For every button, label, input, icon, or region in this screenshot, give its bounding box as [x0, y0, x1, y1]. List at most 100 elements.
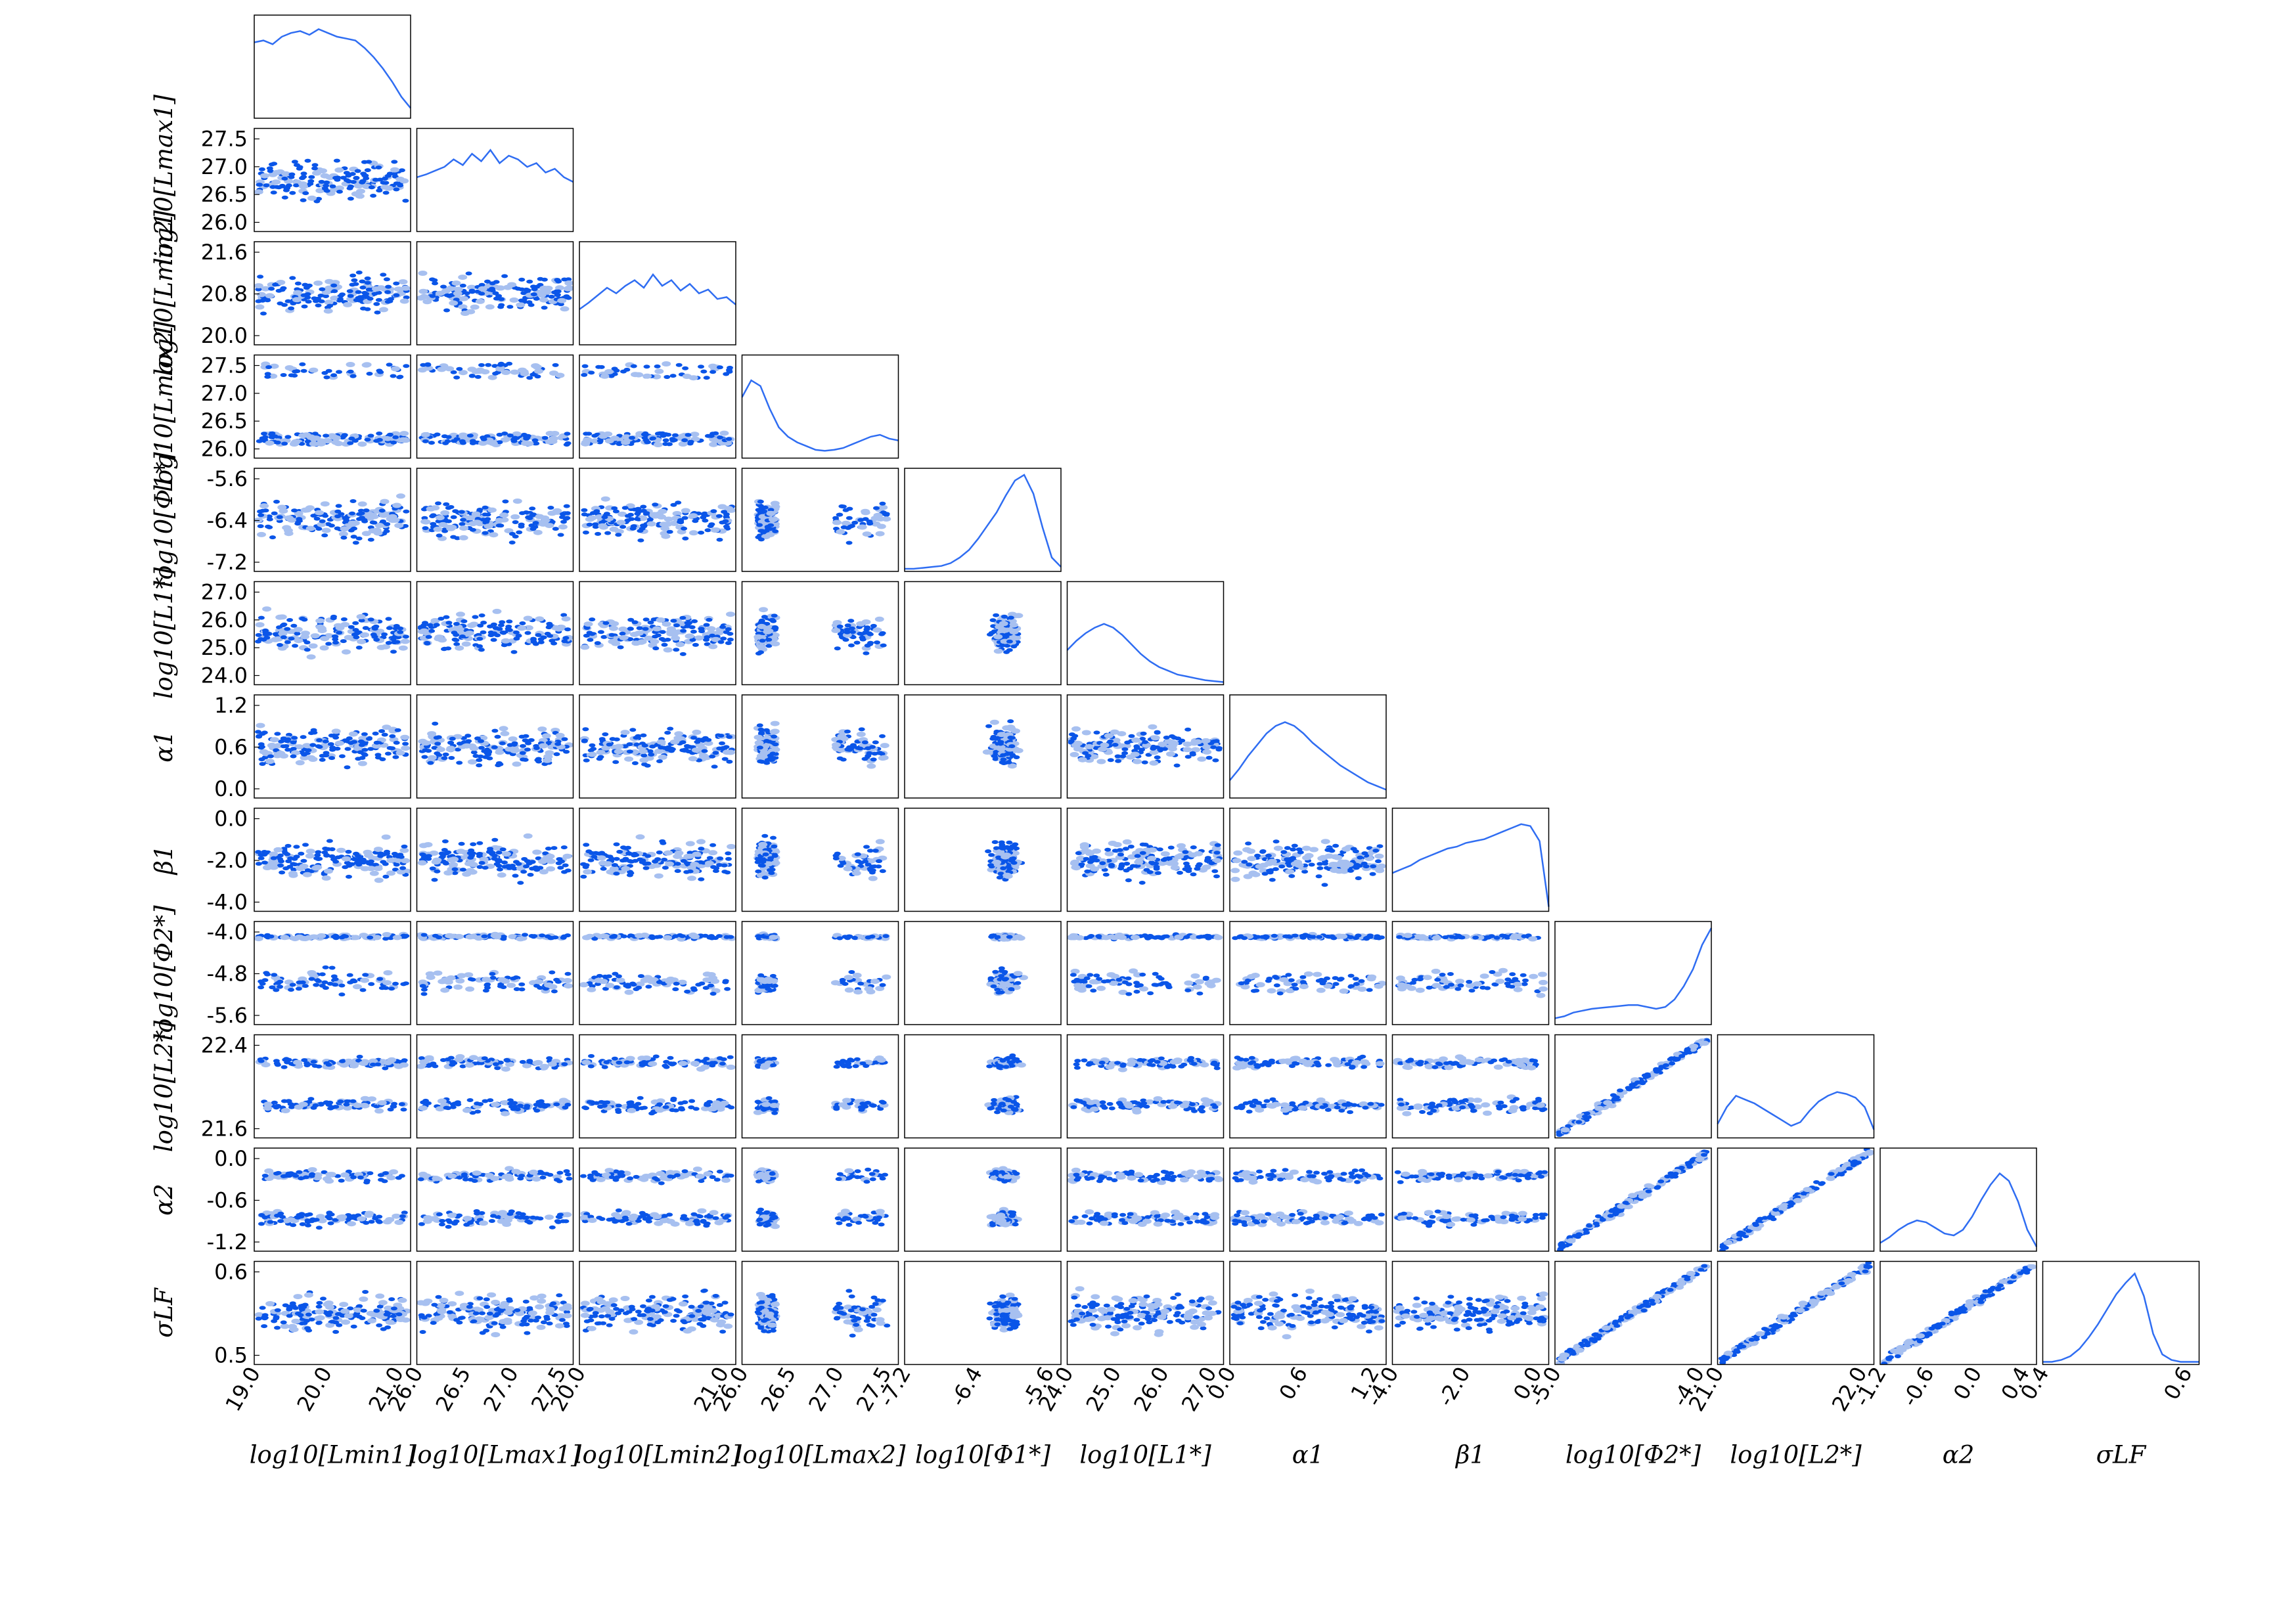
- sample-blob: [501, 864, 508, 869]
- sample-blob: [541, 733, 551, 739]
- sample-blob: [367, 747, 374, 751]
- sample-blob: [331, 289, 338, 294]
- sample-blob: [613, 842, 620, 847]
- sample-blob: [395, 635, 402, 640]
- sample-blob: [262, 865, 272, 870]
- sample-blob: [650, 638, 660, 644]
- sample-blob: [308, 175, 315, 179]
- sample-blob: [499, 620, 506, 625]
- sample-blob: [658, 754, 667, 760]
- panel-frame: [741, 694, 899, 799]
- sample-blob: [682, 366, 689, 370]
- sample-blob: [355, 290, 362, 294]
- sample-blob: [325, 368, 332, 373]
- sample-blob: [271, 511, 278, 516]
- sample-blob: [705, 738, 712, 742]
- sample-blob: [650, 513, 660, 519]
- sample-blob: [1376, 844, 1384, 849]
- sample-blob: [298, 851, 305, 856]
- sample-blob: [380, 273, 387, 277]
- sample-blob: [420, 623, 428, 627]
- sample-blob: [1163, 736, 1170, 740]
- sample-blob: [465, 271, 472, 276]
- sample-blob: [275, 288, 282, 293]
- scatter-panel-log_Lmin2-vs-log_L1: [579, 581, 736, 686]
- sample-blob: [348, 625, 355, 629]
- sample-blob: [864, 625, 871, 630]
- sample-blob: [299, 863, 309, 869]
- sample-blob: [661, 533, 671, 539]
- sample-blob: [401, 285, 411, 291]
- sample-blob: [1285, 869, 1295, 875]
- sample-blob: [864, 643, 871, 648]
- sample-blob: [1165, 860, 1175, 866]
- panel-frame: [579, 694, 736, 799]
- sample-blob: [467, 366, 477, 372]
- sample-blob: [512, 520, 519, 524]
- sample-blob: [402, 198, 409, 203]
- sample-blob: [393, 187, 400, 192]
- sample-blob: [311, 432, 319, 436]
- sample-blob: [581, 372, 588, 377]
- sample-blob: [374, 523, 384, 528]
- sample-blob: [652, 502, 659, 507]
- sample-blob: [1123, 868, 1130, 873]
- sample-blob: [378, 729, 386, 734]
- sample-blob: [597, 439, 604, 443]
- sample-blob: [664, 516, 673, 522]
- sample-blob: [381, 632, 388, 636]
- sample-blob: [681, 526, 688, 531]
- sample-blob: [357, 761, 367, 766]
- sample-blob: [345, 849, 352, 854]
- y-tick-label: 26.0: [201, 437, 248, 462]
- sample-blob: [704, 528, 711, 533]
- sample-blob: [541, 762, 549, 766]
- sample-blob: [433, 526, 443, 532]
- sample-blob: [604, 369, 614, 374]
- sample-blob: [716, 537, 723, 542]
- sample-blob: [717, 435, 724, 439]
- sample-blob: [643, 365, 650, 369]
- sample-blob: [363, 295, 370, 299]
- sample-blob: [660, 433, 667, 438]
- sample-blob: [520, 870, 528, 874]
- sample-blob: [315, 618, 325, 624]
- sample-blob: [706, 856, 713, 860]
- sample-blob: [564, 516, 571, 520]
- scatter-panel-log_L1-vs-alpha1: [1066, 694, 1225, 799]
- sample-blob: [385, 640, 392, 645]
- sample-blob: [328, 847, 336, 851]
- sample-blob: [348, 731, 358, 737]
- sample-blob: [721, 863, 728, 868]
- sample-blob: [1127, 854, 1137, 860]
- sample-blob: [1098, 746, 1107, 752]
- sample-blob: [551, 641, 558, 646]
- sample-blob: [866, 631, 873, 636]
- sample-blob: [1154, 871, 1161, 876]
- sample-blob: [284, 747, 292, 752]
- sample-blob: [508, 541, 516, 544]
- sample-blob: [373, 866, 383, 872]
- sample-blob: [355, 860, 363, 864]
- sample-blob: [1202, 744, 1212, 750]
- sample-blob: [606, 742, 613, 747]
- sample-blob: [340, 526, 349, 532]
- sample-blob: [458, 370, 468, 376]
- sample-blob: [591, 433, 598, 438]
- sample-blob: [1119, 754, 1127, 759]
- sample-blob: [349, 374, 357, 378]
- sample-blob: [562, 863, 569, 868]
- sample-blob: [759, 638, 766, 643]
- sample-blob: [1317, 856, 1327, 861]
- sample-blob: [510, 437, 518, 441]
- sample-blob: [284, 299, 292, 303]
- sample-blob: [698, 531, 705, 535]
- sample-blob: [349, 511, 355, 516]
- sample-blob: [709, 843, 717, 847]
- scatter-panel-log_Lmin2-vs-beta1: [579, 807, 736, 912]
- sample-blob: [870, 623, 877, 628]
- sample-blob: [418, 271, 428, 276]
- sample-blob: [351, 439, 359, 443]
- sample-blob: [564, 868, 572, 873]
- sample-blob: [1092, 745, 1100, 750]
